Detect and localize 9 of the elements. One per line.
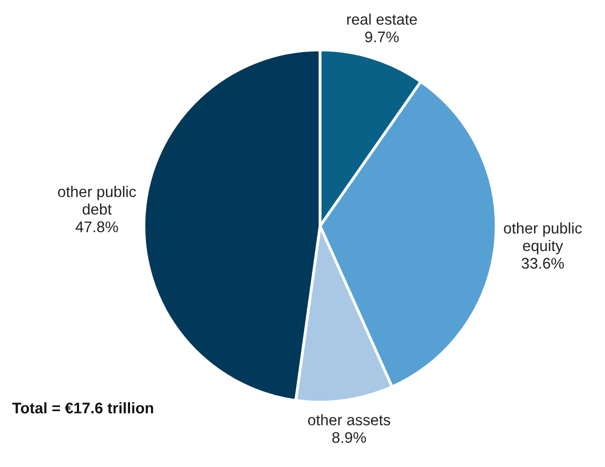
data-label: 8.9% [332, 432, 366, 443]
data-label: 9.7% [365, 32, 399, 42]
slice-label: other assets [308, 414, 390, 426]
data-label: 47.8% [76, 221, 118, 232]
slice-label: real estate [347, 14, 417, 25]
data-label: 33.6% [522, 258, 564, 269]
slice-label: other public debt [58, 186, 136, 215]
text: Total = €17.6 trillion [12, 402, 154, 414]
slice-label: other public equity [504, 222, 582, 254]
